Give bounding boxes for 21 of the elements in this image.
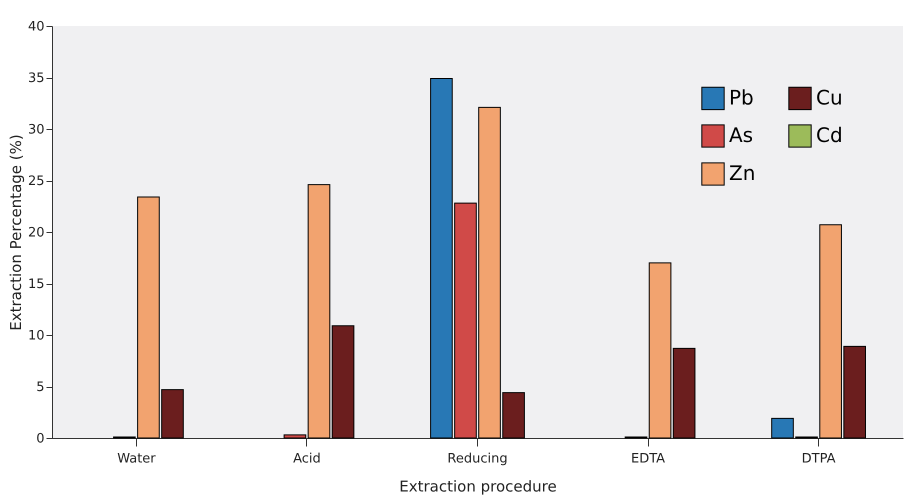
y-tick-label: 30 bbox=[28, 122, 44, 138]
x-tick-label: Water bbox=[117, 452, 156, 466]
legend-label: As bbox=[729, 123, 754, 147]
y-tick-label: 5 bbox=[36, 380, 44, 395]
y-axis-title: Extraction Percentage (%) bbox=[6, 134, 25, 331]
x-tick-label: Acid bbox=[293, 452, 321, 466]
x-tick-label: DTPA bbox=[802, 452, 836, 466]
y-tick-label: 10 bbox=[28, 328, 44, 344]
x-tick-label: EDTA bbox=[631, 452, 666, 466]
x-axis-title: Extraction procedure bbox=[399, 478, 557, 496]
y-tick-label: 35 bbox=[28, 71, 44, 86]
y-tick-label: 25 bbox=[28, 174, 44, 189]
legend-label: Pb bbox=[729, 85, 754, 110]
y-tick-label: 15 bbox=[28, 277, 44, 292]
y-tick-label: 20 bbox=[28, 226, 44, 240]
y-tick-label: 0 bbox=[36, 432, 44, 446]
legend-label: Cu bbox=[816, 85, 843, 110]
legend-label: Zn bbox=[729, 161, 756, 185]
y-tick-label: 40 bbox=[28, 20, 44, 34]
x-tick-label: Reducing bbox=[447, 452, 508, 466]
legend-label: Cd bbox=[816, 123, 843, 147]
